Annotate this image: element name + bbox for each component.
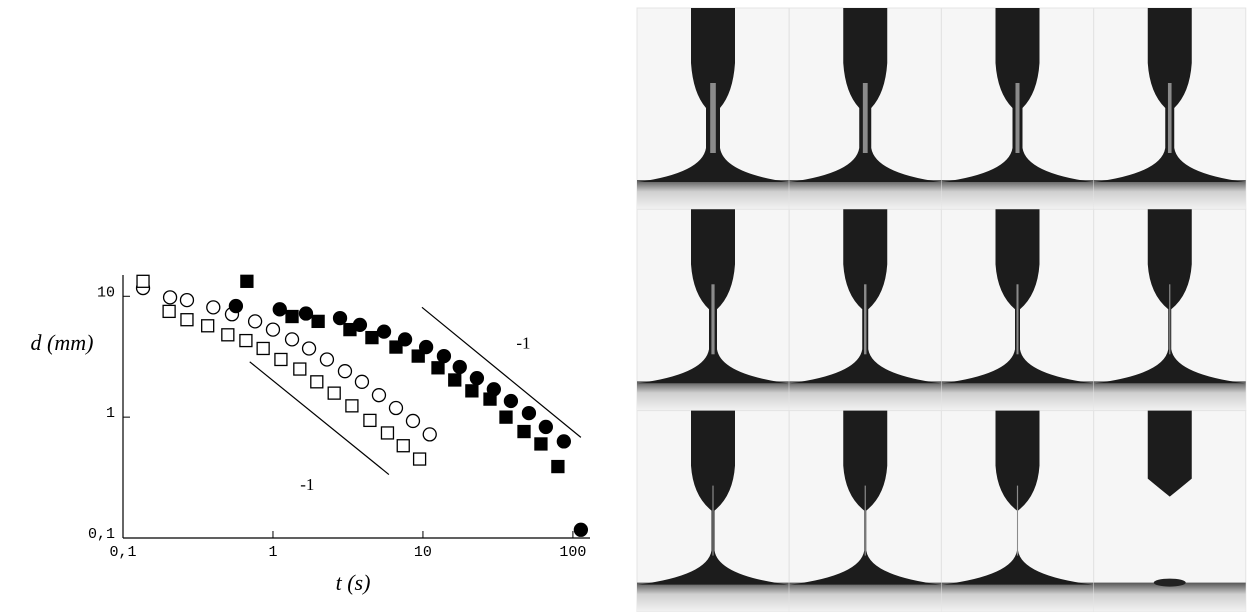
point [365, 330, 379, 345]
point [376, 324, 392, 339]
point [298, 306, 314, 321]
point [538, 419, 553, 435]
y-axis-label: d (mm) [31, 330, 94, 355]
highlight [712, 485, 714, 556]
x-tick-label: 0,1 [109, 544, 136, 561]
point [136, 274, 150, 288]
y-tick-label: 1 [106, 405, 115, 422]
point [452, 359, 467, 375]
point [573, 522, 589, 537]
point [448, 373, 462, 387]
photo-grid [636, 7, 1247, 612]
point [228, 298, 244, 314]
point [162, 304, 176, 319]
point [405, 413, 421, 429]
substrate [1093, 180, 1246, 209]
reference-line [421, 306, 582, 438]
point [179, 292, 195, 308]
point [201, 319, 215, 333]
substrate [941, 180, 1094, 209]
point [345, 399, 359, 413]
point [354, 374, 370, 389]
x-tick-label: 100 [559, 544, 586, 561]
y-tick-label: 10 [97, 284, 115, 301]
point [285, 309, 299, 324]
highlight [710, 83, 716, 153]
point [293, 362, 307, 376]
point [483, 392, 497, 406]
point [337, 364, 353, 379]
point [319, 352, 335, 367]
residual-drop [1153, 578, 1186, 587]
substrate [789, 381, 942, 411]
x-tick-label: 10 [414, 544, 432, 561]
highlight [864, 485, 866, 556]
point [247, 314, 263, 329]
point [380, 426, 395, 440]
point [556, 434, 571, 449]
substrate [1093, 381, 1246, 411]
point [388, 400, 404, 416]
point [221, 328, 235, 342]
point [412, 452, 427, 466]
highlight [864, 284, 867, 355]
highlight [1016, 284, 1019, 355]
substrate [941, 582, 1094, 612]
point [265, 322, 281, 337]
reference-line [249, 361, 390, 476]
point [239, 333, 253, 348]
point [422, 427, 437, 442]
point [162, 290, 178, 305]
substrate [789, 180, 942, 209]
point [465, 384, 479, 398]
point [431, 361, 445, 375]
substrate [637, 381, 789, 411]
slope-label: -1 [300, 475, 314, 494]
point [371, 388, 387, 403]
highlight [862, 83, 868, 153]
point [396, 439, 410, 453]
point [310, 375, 324, 389]
point [284, 332, 300, 347]
x-axis-label: t (s) [336, 570, 371, 595]
point [332, 310, 348, 326]
x-tick-label: 1 [268, 544, 277, 561]
slope-label: -1 [516, 333, 530, 352]
point [274, 352, 288, 367]
y-tick-label: 0,1 [88, 526, 115, 543]
point [469, 371, 485, 386]
substrate [637, 582, 789, 612]
highlight [1016, 485, 1019, 556]
point [411, 349, 425, 363]
point [534, 437, 548, 451]
substrate [789, 582, 942, 612]
point [311, 314, 325, 329]
point [363, 413, 377, 428]
point [256, 341, 270, 356]
substrate [941, 381, 1094, 411]
point [343, 322, 357, 337]
highlight [1169, 284, 1171, 355]
point [503, 393, 519, 409]
highlight [1167, 83, 1172, 153]
substrate [637, 180, 789, 209]
point [240, 274, 254, 288]
point [436, 348, 452, 364]
highlight [1015, 83, 1020, 153]
point [272, 302, 287, 317]
point [389, 340, 403, 354]
point [551, 459, 565, 474]
point [521, 405, 537, 421]
highlight [711, 284, 715, 355]
point [180, 313, 194, 327]
point [301, 341, 317, 356]
point [517, 424, 531, 439]
point [327, 386, 341, 400]
point [499, 410, 513, 424]
point [206, 300, 221, 315]
needle [1147, 410, 1192, 497]
substrate [1093, 582, 1246, 612]
